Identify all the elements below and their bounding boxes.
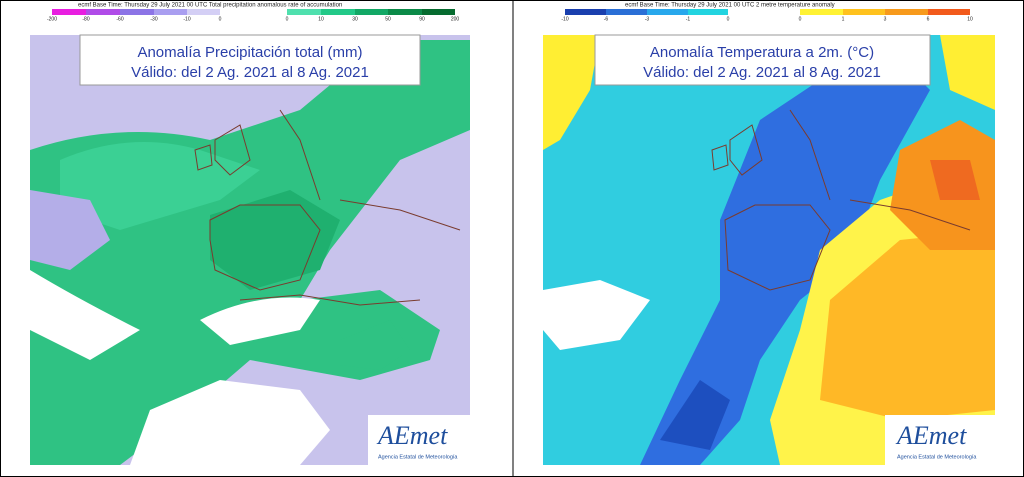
map-title: Anomalía Precipitación total (mm) — [137, 44, 362, 61]
scale-label: -10 — [561, 16, 568, 22]
map — [543, 35, 995, 465]
logo: AEmet — [895, 421, 967, 450]
title-box — [594, 34, 931, 86]
scale-label: -10 — [183, 16, 190, 22]
colorbar — [52, 9, 455, 15]
scale-label: -1 — [686, 16, 691, 22]
scale-label: -60 — [116, 16, 123, 22]
header: ecmf Base Time: Thursday 29 July 2021 00… — [625, 3, 835, 9]
scale-label: 10 — [967, 16, 973, 22]
scale-label: 0 — [727, 16, 730, 22]
scale-label: -6 — [604, 16, 609, 22]
scale-label: -80 — [82, 16, 89, 22]
right-panel: ecmf Base Time: Thursday 29 July 2021 00… — [543, 3, 995, 465]
scale-label: 6 — [927, 16, 930, 22]
map — [30, 35, 470, 465]
scale-label: 0 — [799, 16, 802, 22]
scale-label: 90 — [419, 16, 425, 22]
map-subtitle: Válido: del 2 Ag. 2021 al 8 Ag. 2021 — [131, 64, 369, 81]
scale-label: 30 — [352, 16, 358, 22]
header: ecmf Base Time: Thursday 29 July 2021 00… — [78, 3, 342, 9]
logo-box — [885, 415, 995, 465]
scale-label: 1 — [842, 16, 845, 22]
scale-label: -3 — [645, 16, 650, 22]
scale-label: 10 — [318, 16, 324, 22]
scale-label: -200 — [47, 16, 57, 22]
title-box — [79, 34, 421, 86]
logo-caption: Agencia Estatal de Meteorología — [378, 454, 458, 460]
scale-label: 0 — [219, 16, 222, 22]
map-subtitle: Válido: del 2 Ag. 2021 al 8 Ag. 2021 — [643, 64, 881, 81]
logo-caption: Agencia Estatal de Meteorología — [897, 454, 977, 460]
scale-label: 3 — [884, 16, 887, 22]
colorbar — [565, 9, 970, 15]
scale-label: -30 — [150, 16, 157, 22]
logo: AEmet — [376, 421, 448, 450]
logo-box — [368, 415, 470, 465]
scale-label: 50 — [385, 16, 391, 22]
scale-label: 0 — [286, 16, 289, 22]
map-title: Anomalía Temperatura a 2m. (°C) — [650, 44, 874, 61]
scale-label: 200 — [451, 16, 460, 22]
left-panel: ecmf Base Time: Thursday 29 July 2021 00… — [30, 3, 470, 465]
